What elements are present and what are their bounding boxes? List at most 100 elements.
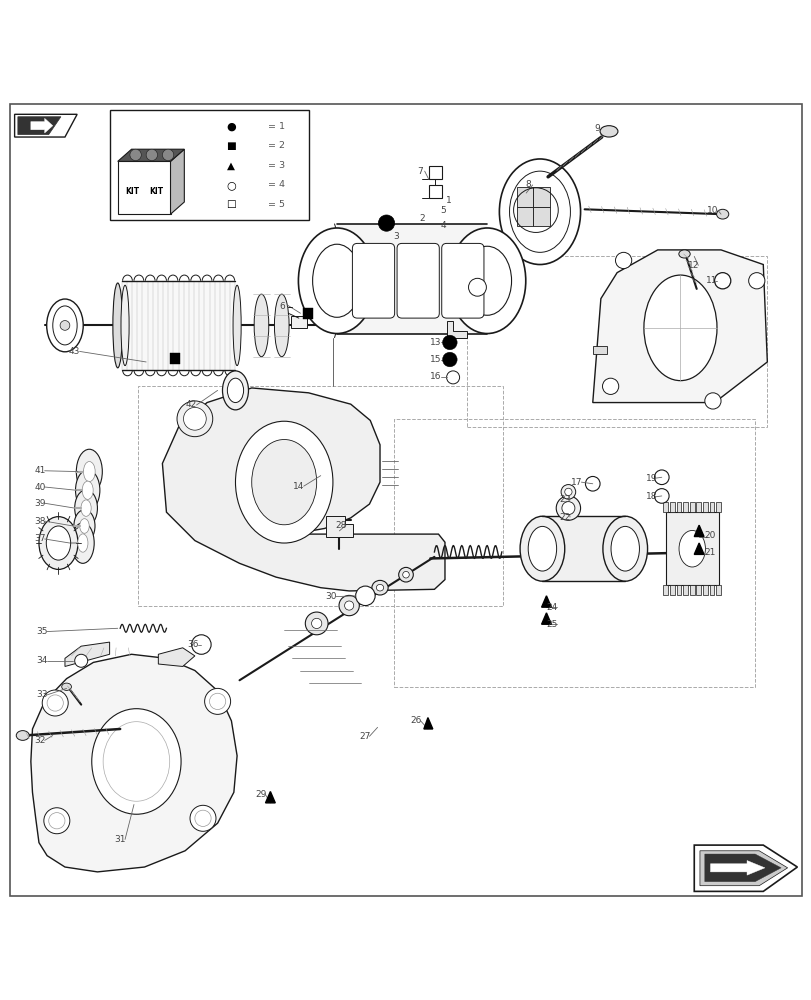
Text: 30: 30 [325,592,337,601]
Ellipse shape [561,502,574,515]
Polygon shape [118,161,170,214]
Polygon shape [693,543,703,554]
Ellipse shape [339,595,358,616]
Ellipse shape [82,481,93,499]
Circle shape [177,401,212,437]
Ellipse shape [233,285,241,366]
Polygon shape [693,525,703,537]
Circle shape [209,693,225,709]
Bar [663,502,667,512]
Ellipse shape [344,601,354,610]
Ellipse shape [468,278,486,296]
Circle shape [378,215,394,231]
Text: 25: 25 [546,620,557,629]
Polygon shape [15,114,77,137]
Ellipse shape [113,283,122,368]
Ellipse shape [76,449,102,494]
Text: 39: 39 [34,499,45,508]
Ellipse shape [643,275,716,381]
Text: 2: 2 [419,214,424,223]
Text: 37: 37 [34,534,45,543]
Circle shape [44,808,70,834]
Bar [428,185,441,198]
Bar [709,502,714,512]
Polygon shape [31,654,237,872]
Ellipse shape [371,580,388,595]
Circle shape [442,335,457,350]
Bar [663,585,667,595]
Polygon shape [158,648,195,666]
Ellipse shape [678,530,705,567]
Ellipse shape [75,490,97,526]
FancyBboxPatch shape [397,243,439,318]
Ellipse shape [311,618,321,629]
FancyBboxPatch shape [533,207,549,226]
Ellipse shape [235,421,333,543]
Text: 40: 40 [34,483,45,492]
Ellipse shape [16,731,29,740]
Polygon shape [542,516,624,581]
Text: ○: ○ [226,180,236,190]
Text: = 4: = 4 [268,180,284,189]
Text: 10: 10 [706,206,718,215]
Bar [466,256,766,427]
Text: KIT: KIT [125,187,139,196]
Circle shape [75,654,88,667]
Circle shape [130,149,141,161]
Polygon shape [265,792,275,803]
Polygon shape [541,613,551,624]
Circle shape [704,393,720,409]
Polygon shape [592,250,766,403]
Bar [696,502,701,512]
Ellipse shape [92,709,181,814]
Text: 29: 29 [255,790,266,799]
Bar [689,502,693,512]
Circle shape [442,352,457,367]
Text: 24: 24 [546,603,557,612]
Polygon shape [710,861,764,875]
Ellipse shape [71,523,94,563]
Ellipse shape [81,500,91,516]
Polygon shape [18,117,61,135]
Ellipse shape [560,485,575,499]
Bar [676,585,680,595]
Polygon shape [162,388,444,591]
Polygon shape [290,316,307,328]
FancyBboxPatch shape [441,243,483,318]
Ellipse shape [556,496,580,520]
Ellipse shape [402,571,409,578]
Circle shape [654,470,668,485]
Polygon shape [31,118,53,133]
Text: 1: 1 [445,196,452,205]
Text: 28: 28 [335,521,346,530]
Polygon shape [665,512,718,585]
Text: 21: 21 [704,548,715,557]
Text: 43: 43 [69,347,80,356]
Ellipse shape [610,526,639,571]
FancyBboxPatch shape [517,207,533,226]
Ellipse shape [74,510,95,542]
Bar [138,386,503,606]
Ellipse shape [46,299,83,352]
Ellipse shape [499,159,580,265]
Ellipse shape [312,244,361,317]
FancyBboxPatch shape [352,243,394,318]
Bar [676,502,680,512]
Ellipse shape [53,306,77,345]
Polygon shape [65,642,109,666]
Text: 42: 42 [186,400,197,409]
FancyBboxPatch shape [517,187,533,207]
Text: 41: 41 [34,466,45,475]
Text: = 3: = 3 [267,161,285,170]
Circle shape [446,371,459,384]
Text: 11: 11 [706,276,717,285]
Text: = 1: = 1 [268,122,284,131]
Bar [109,110,308,220]
Ellipse shape [462,246,511,315]
Text: 16: 16 [430,372,441,381]
Text: 7: 7 [416,167,423,176]
Text: 19: 19 [645,474,656,483]
Polygon shape [118,149,184,161]
Ellipse shape [564,488,571,496]
Polygon shape [699,851,787,886]
